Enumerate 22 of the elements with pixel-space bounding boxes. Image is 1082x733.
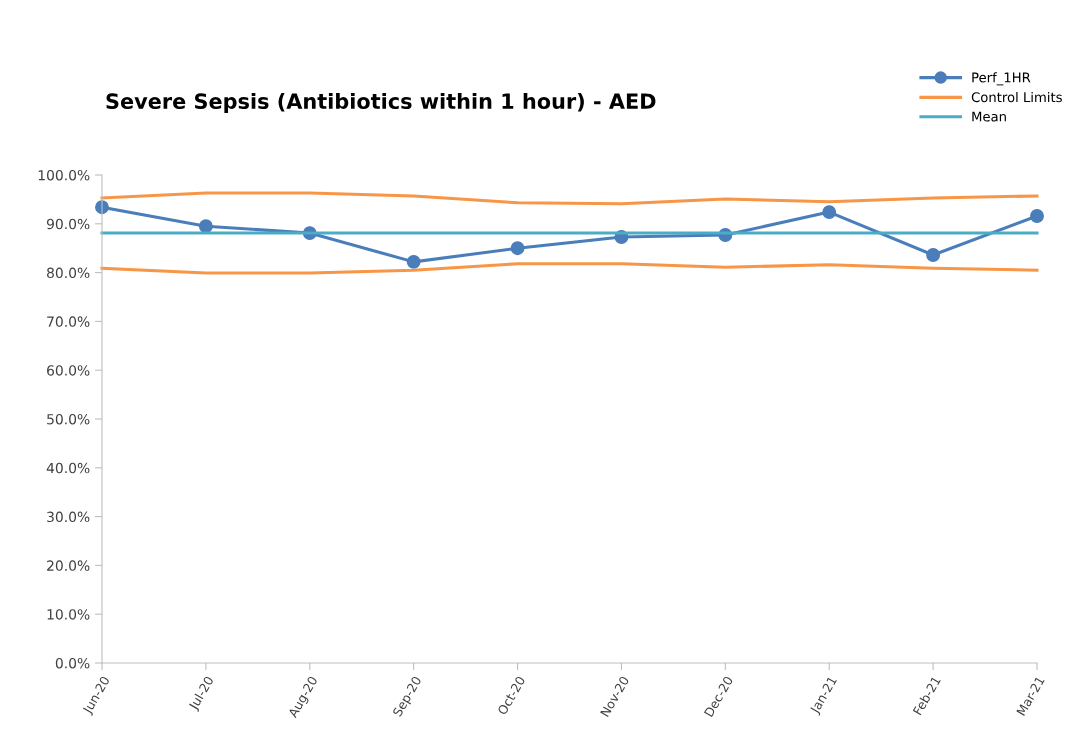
y-tick-label: 70.0% (47, 316, 90, 327)
point (1030, 209, 1044, 223)
y-tick-label: 0.0% (55, 657, 90, 669)
point (822, 205, 837, 220)
point (510, 241, 525, 256)
y-tick-label: 60.0% (47, 365, 90, 376)
point (198, 219, 213, 234)
legend-label: Mean (972, 111, 1006, 122)
legend-label: Perf_1HR (972, 72, 1031, 86)
y-tick-label: 10.0% (47, 609, 90, 620)
y-tick-label: 100.0% (38, 169, 90, 181)
chart-title: Severe Sepsis (Antibiotics within 1 hour) - AED (106, 92, 656, 114)
y-tick-label: 40.0% (46, 462, 90, 474)
line-series (100, 191, 1039, 206)
point (926, 248, 941, 262)
legend-label: Control Limits (971, 91, 1062, 103)
y-tick-label: 30.0% (47, 511, 90, 523)
y-tick-label: 90.0% (46, 218, 90, 230)
point (406, 254, 421, 269)
y-tick-label: 20.0% (47, 560, 90, 571)
y-tick-label: 50.0% (47, 413, 90, 425)
y-tick-label: 80.0% (47, 267, 90, 279)
